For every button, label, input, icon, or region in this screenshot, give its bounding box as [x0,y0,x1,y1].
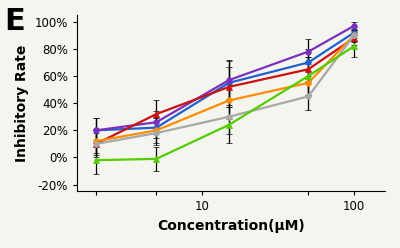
X-axis label: Concentration(μM): Concentration(μM) [157,219,305,233]
Y-axis label: Inhibitory Rate: Inhibitory Rate [15,45,29,162]
Text: E: E [4,7,25,36]
